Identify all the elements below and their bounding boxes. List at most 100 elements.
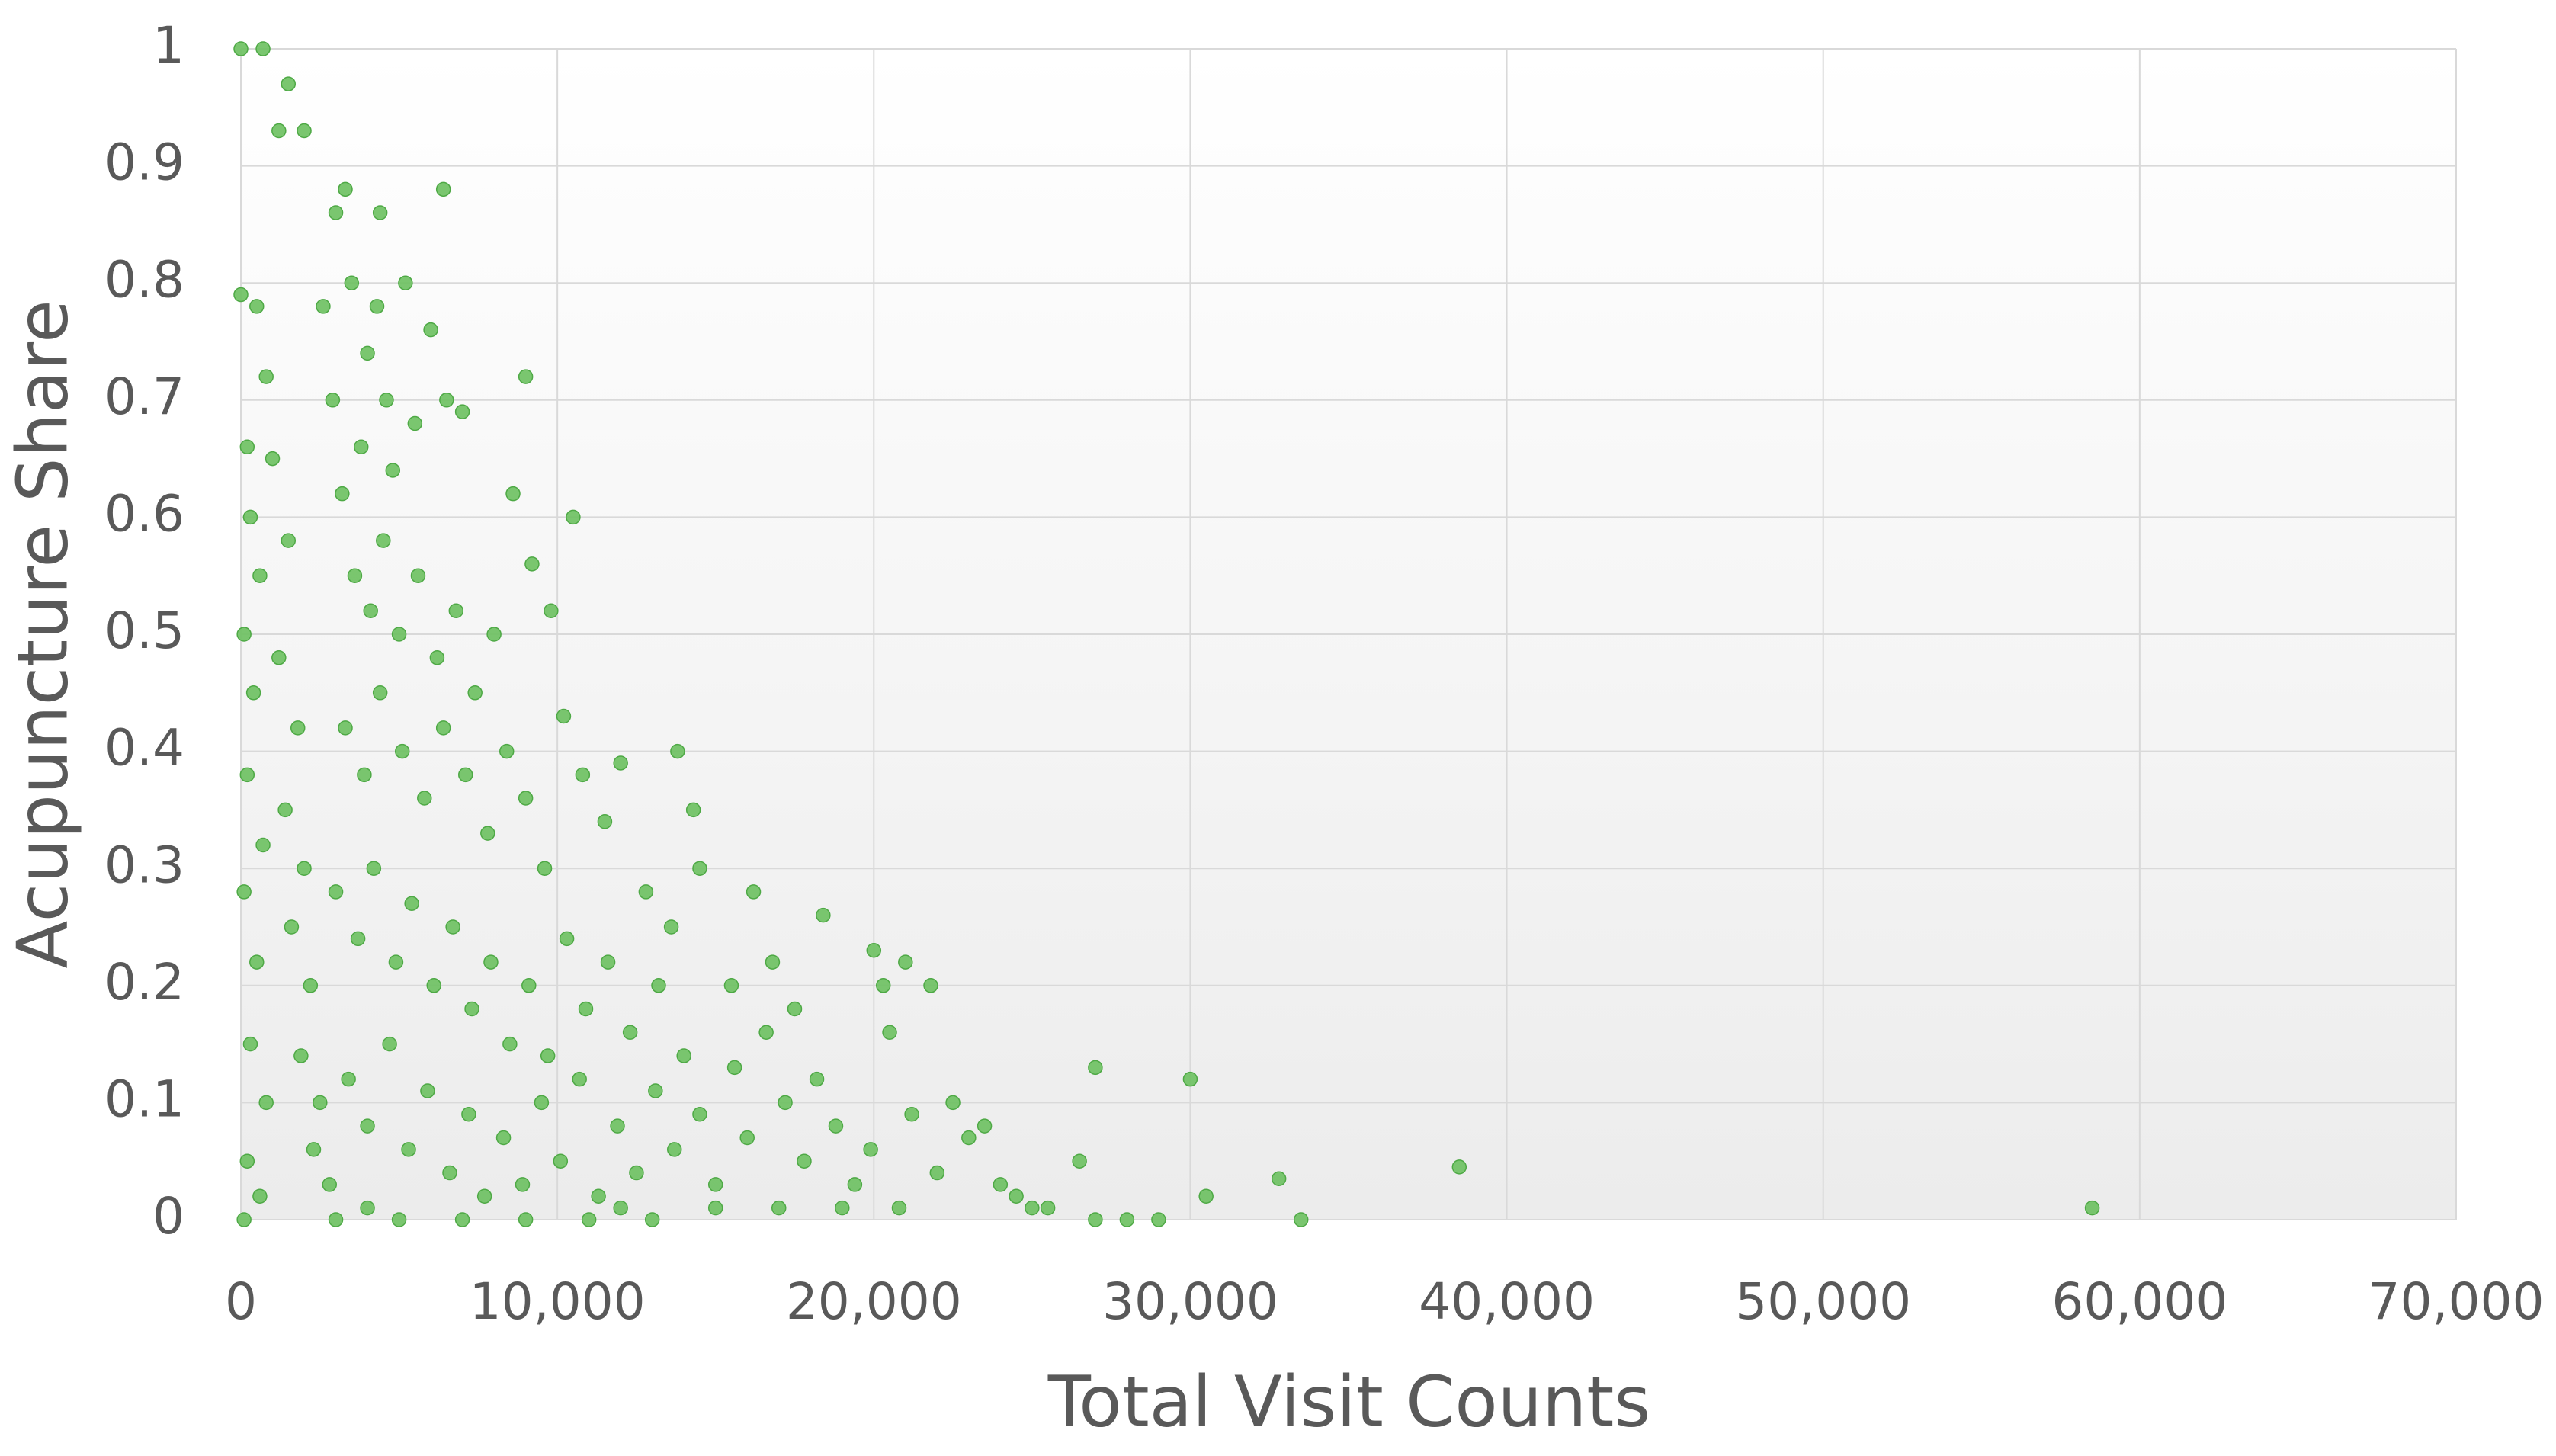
point [559, 931, 575, 947]
point [1293, 1212, 1309, 1227]
point [458, 767, 473, 783]
point [271, 123, 287, 139]
point [1072, 1153, 1087, 1169]
point [961, 1130, 977, 1146]
point [904, 1107, 919, 1122]
point [233, 287, 249, 303]
point [537, 861, 553, 876]
point [426, 978, 441, 993]
point [435, 181, 451, 197]
point [505, 486, 521, 502]
point [313, 1095, 328, 1111]
point [297, 861, 312, 876]
point [666, 1142, 682, 1157]
point [290, 720, 306, 736]
point [391, 1212, 407, 1227]
point [534, 1095, 550, 1111]
point [252, 1188, 268, 1204]
point [638, 884, 654, 900]
point [255, 837, 271, 853]
y-tick-label: 0.3 [104, 835, 184, 894]
point [476, 1188, 492, 1204]
point [521, 978, 537, 993]
point [591, 1188, 606, 1204]
point [382, 1036, 397, 1052]
x-tick-label: 10,000 [470, 1272, 646, 1331]
y-tick-label: 0.4 [104, 719, 184, 778]
point [398, 275, 413, 290]
point [328, 1212, 344, 1227]
point [1009, 1188, 1024, 1204]
point [372, 685, 388, 701]
point [316, 299, 331, 314]
point [613, 755, 628, 771]
point [778, 1095, 793, 1111]
point [692, 1107, 707, 1122]
y-tick-label: 0.1 [104, 1070, 184, 1128]
point [1198, 1188, 1214, 1204]
point [723, 978, 739, 993]
y-tick-label: 0 [152, 1187, 184, 1246]
point [242, 509, 258, 525]
point [1119, 1212, 1135, 1227]
point [417, 791, 432, 806]
point [236, 627, 252, 642]
point [420, 1083, 435, 1098]
point [410, 568, 426, 583]
point [483, 954, 499, 970]
point [379, 393, 394, 408]
point [575, 767, 591, 783]
point [572, 1071, 587, 1087]
point [239, 767, 255, 783]
y-tick-label: 1 [152, 16, 184, 75]
point [236, 884, 252, 900]
point [726, 1060, 742, 1076]
point [369, 299, 385, 314]
point [258, 369, 274, 384]
point [341, 1071, 356, 1087]
point [454, 1212, 470, 1227]
point [495, 1130, 512, 1146]
point [2084, 1200, 2100, 1216]
point [866, 942, 882, 958]
point [518, 791, 534, 806]
point [929, 1165, 945, 1181]
x-tick-label: 20,000 [786, 1272, 962, 1331]
point [809, 1071, 825, 1087]
point [566, 509, 581, 525]
point [239, 439, 255, 454]
point [281, 533, 297, 548]
point [363, 603, 378, 619]
y-tick-label: 0.9 [104, 133, 184, 192]
point [293, 1048, 309, 1063]
point [354, 439, 369, 454]
point [524, 556, 540, 572]
point [977, 1118, 993, 1134]
point [328, 205, 344, 220]
y-tick-label: 0.8 [104, 250, 184, 309]
point [360, 1118, 375, 1134]
point [338, 720, 353, 736]
point [707, 1177, 723, 1192]
point [923, 978, 938, 993]
point [461, 1107, 476, 1122]
x-tick-label: 40,000 [1419, 1272, 1595, 1331]
point [622, 1025, 638, 1040]
point [245, 685, 261, 701]
point [816, 907, 831, 923]
point [600, 954, 616, 970]
point [394, 743, 410, 759]
point [265, 451, 281, 467]
point [284, 919, 300, 935]
y-tick-label: 0.6 [104, 484, 184, 543]
point [376, 533, 391, 548]
point [303, 978, 319, 993]
point [391, 627, 407, 642]
y-tick-label: 0.5 [104, 601, 184, 660]
point [255, 41, 271, 56]
point [692, 861, 707, 876]
point [1151, 1212, 1166, 1227]
point [360, 1200, 375, 1216]
point [271, 649, 287, 665]
point [1088, 1212, 1103, 1227]
